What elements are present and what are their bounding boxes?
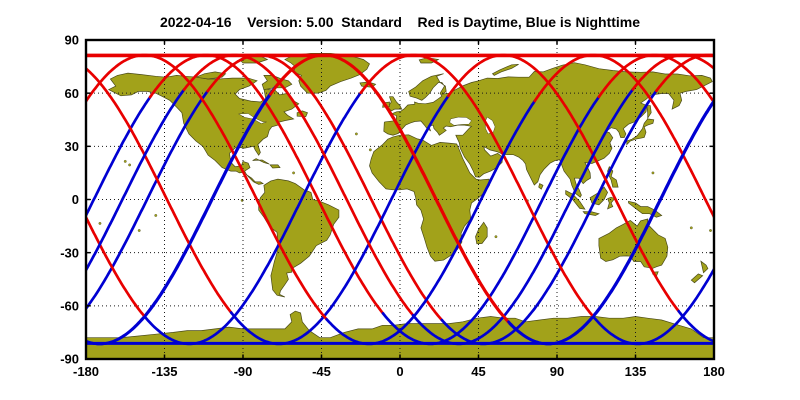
nighttime-ground-track	[86, 88, 186, 273]
island-dot	[368, 148, 372, 152]
landmass-nz_south	[690, 273, 704, 284]
island-dot	[123, 159, 127, 163]
landmass-cuba	[252, 158, 270, 165]
y-axis-tick-label: 90	[65, 33, 79, 48]
daytime-ground-track	[447, 53, 681, 313]
nighttime-ground-track	[592, 266, 714, 346]
landmass-south_america	[258, 178, 340, 298]
nighttime-ground-track	[86, 89, 210, 311]
landmass-australia	[598, 218, 669, 269]
nighttime-ground-track	[86, 95, 152, 219]
island-dot	[709, 229, 712, 232]
island-dot	[98, 222, 102, 225]
daytime-ground-track	[269, 53, 510, 324]
plot-area	[86, 40, 714, 359]
daytime-ground-track	[86, 214, 147, 319]
island-dot	[689, 226, 693, 230]
x-axis-tick-label: 90	[550, 364, 564, 379]
island-dot	[137, 229, 141, 232]
landmass-sakhalin	[646, 105, 652, 120]
x-axis-tick-label: 135	[625, 364, 647, 379]
y-axis-tick-label: 60	[65, 86, 79, 101]
x-axis-tick-label: 0	[396, 364, 403, 379]
x-axis-tick-label: -180	[73, 364, 99, 379]
island-dot	[154, 214, 158, 217]
landmass-madagascar	[475, 221, 488, 245]
x-axis-tick-label: 180	[703, 364, 725, 379]
landmass-novaya_zemlya	[491, 63, 519, 76]
island-dot	[292, 171, 295, 175]
landmass-greenland	[284, 52, 370, 94]
landmass-java	[582, 211, 600, 216]
x-axis-tick-label: -90	[234, 364, 253, 379]
lake-black_sea	[449, 116, 472, 126]
page-title: 2022-04-16 Version: 5.00 Standard Red is…	[159, 14, 641, 30]
daytime-ground-track	[359, 53, 595, 319]
daytime-ground-track	[148, 53, 385, 315]
x-axis-tick-label: -45	[312, 364, 331, 379]
y-axis-tick-label: 0	[72, 192, 79, 207]
landmass-north_america	[107, 72, 300, 185]
island-dot	[651, 171, 655, 175]
daytime-ground-track	[86, 66, 233, 314]
landmass-japan	[626, 118, 655, 146]
x-axis-tick-label: 45	[471, 364, 485, 379]
x-axis-tick-label: -135	[151, 364, 177, 379]
nighttime-ground-track	[86, 92, 272, 346]
landmass-antarctica	[86, 310, 714, 359]
landmass-sulawesi	[607, 196, 616, 210]
landmass-africa	[369, 134, 490, 262]
y-axis-tick-label: -60	[60, 299, 79, 314]
island-dot	[354, 132, 358, 136]
landmass-sri_lanka	[538, 183, 544, 190]
daytime-ground-track	[86, 53, 329, 321]
landmass-hispaniola	[269, 164, 281, 169]
daytime-ground-track	[533, 53, 714, 220]
y-axis-tick-label: 30	[65, 139, 79, 154]
island-dot	[128, 163, 132, 167]
lake-great_lakes	[237, 113, 267, 124]
island-dot	[494, 235, 498, 239]
nighttime-ground-track	[677, 309, 714, 343]
y-axis-tick-label: -90	[60, 352, 79, 367]
y-axis-tick-label: -30	[60, 245, 79, 260]
landmass-nz_north	[700, 260, 709, 274]
